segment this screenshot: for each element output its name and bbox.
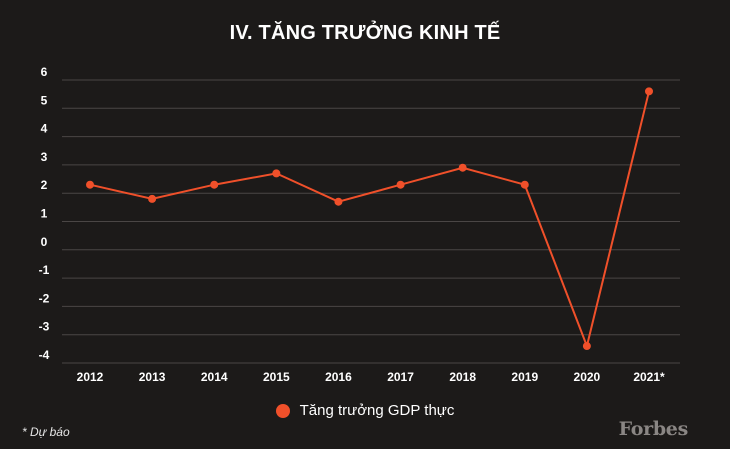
y-axis-tick-labels: 6 5 4 3 2 1 0 -1 -2 -3 -4 [39, 65, 50, 362]
series-line-gdp [90, 91, 649, 346]
data-point [583, 342, 591, 350]
x-tick-label: 2013 [139, 370, 166, 384]
x-tick-label: 2021* [633, 370, 665, 384]
data-point [334, 198, 342, 206]
y-tick-label: 2 [41, 178, 48, 192]
x-tick-label: 2012 [77, 370, 104, 384]
gridlines [62, 80, 680, 363]
x-tick-label: 2014 [201, 370, 228, 384]
y-tick-label: -2 [39, 291, 50, 305]
data-point [148, 195, 156, 203]
legend-label: Tăng trưởng GDP thực [300, 402, 455, 419]
x-tick-label: 2017 [387, 370, 414, 384]
data-point [86, 181, 94, 189]
series-points [86, 87, 653, 350]
data-point [459, 164, 467, 172]
y-tick-label: -4 [39, 348, 50, 362]
y-tick-label: 1 [41, 207, 48, 221]
x-tick-label: 2018 [449, 370, 476, 384]
data-point [397, 181, 405, 189]
data-point [521, 181, 529, 189]
y-tick-label: 0 [41, 235, 48, 249]
x-tick-label: 2016 [325, 370, 352, 384]
legend-marker [276, 404, 290, 418]
series-line [90, 91, 649, 346]
y-tick-label: -3 [39, 320, 50, 334]
y-tick-label: 5 [41, 93, 48, 107]
forbes-logo: Forbes [619, 418, 688, 440]
data-point [645, 87, 653, 95]
y-tick-label: 6 [41, 65, 48, 79]
y-tick-label: 4 [41, 122, 48, 136]
data-point [272, 169, 280, 177]
x-tick-label: 2015 [263, 370, 290, 384]
footnote: * Dự báo [22, 425, 70, 439]
x-tick-label: 2020 [574, 370, 601, 384]
legend: Tăng trưởng GDP thực [0, 402, 730, 419]
x-tick-label: 2019 [511, 370, 538, 384]
data-point [210, 181, 218, 189]
y-tick-label: 3 [41, 150, 48, 164]
x-axis-tick-labels: 2012 2013 2014 2015 2016 2017 2018 2019 2020 2021… [77, 370, 665, 384]
y-tick-label: -1 [39, 263, 50, 277]
